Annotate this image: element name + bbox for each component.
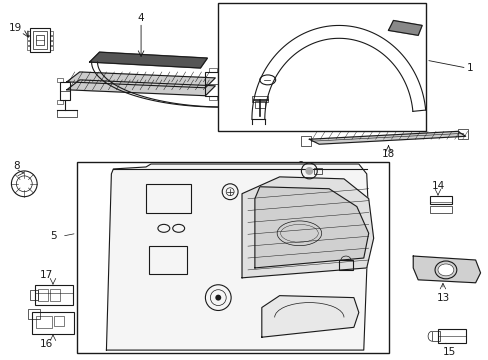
- Text: 4: 4: [138, 13, 144, 23]
- Circle shape: [305, 167, 313, 175]
- Bar: [429, 206, 451, 213]
- Polygon shape: [254, 187, 368, 268]
- Bar: [30, 290, 38, 300]
- Polygon shape: [387, 21, 421, 35]
- Bar: [431, 331, 439, 341]
- Polygon shape: [261, 296, 358, 337]
- Polygon shape: [67, 72, 215, 88]
- Bar: [27, 31, 30, 35]
- Bar: [209, 68, 217, 72]
- Text: 8: 8: [13, 161, 20, 171]
- Bar: [251, 96, 267, 102]
- Polygon shape: [242, 177, 373, 278]
- Bar: [457, 129, 467, 139]
- Text: 9: 9: [297, 161, 304, 171]
- Bar: [27, 41, 30, 45]
- Text: 17: 17: [40, 270, 53, 280]
- Bar: [54, 316, 64, 326]
- Bar: [254, 101, 264, 108]
- Text: 1: 1: [466, 63, 473, 73]
- Text: 2: 2: [375, 96, 382, 105]
- Bar: [28, 310, 40, 319]
- Bar: [57, 78, 63, 82]
- Bar: [149, 246, 186, 274]
- Bar: [77, 162, 387, 353]
- Bar: [50, 31, 53, 35]
- Bar: [429, 196, 451, 204]
- Text: 15: 15: [442, 347, 456, 357]
- Bar: [218, 3, 425, 131]
- Polygon shape: [89, 52, 207, 68]
- Bar: [50, 289, 60, 301]
- Text: 18: 18: [381, 149, 394, 159]
- Bar: [50, 41, 53, 45]
- Text: 19: 19: [9, 23, 22, 33]
- Bar: [27, 46, 30, 50]
- Bar: [30, 28, 50, 52]
- Bar: [60, 82, 70, 100]
- Bar: [32, 312, 74, 334]
- Bar: [38, 289, 48, 301]
- Polygon shape: [412, 256, 480, 283]
- Text: 3: 3: [373, 75, 380, 85]
- Circle shape: [215, 294, 221, 301]
- Bar: [57, 109, 77, 117]
- Bar: [36, 316, 52, 328]
- Bar: [338, 260, 352, 270]
- Bar: [209, 96, 217, 100]
- Text: 7: 7: [219, 169, 225, 179]
- Text: 16: 16: [40, 339, 53, 349]
- Text: 13: 13: [435, 293, 448, 303]
- Text: 11: 11: [356, 255, 369, 265]
- Bar: [57, 100, 63, 104]
- Bar: [146, 184, 190, 213]
- Bar: [301, 136, 311, 146]
- Polygon shape: [106, 164, 368, 350]
- Text: 14: 14: [430, 181, 444, 191]
- Text: 12: 12: [317, 345, 330, 355]
- Bar: [50, 36, 53, 40]
- Bar: [27, 36, 30, 40]
- Text: 6: 6: [215, 315, 221, 325]
- Bar: [33, 31, 47, 49]
- Bar: [437, 329, 465, 343]
- Bar: [35, 285, 73, 305]
- Bar: [314, 168, 322, 174]
- Polygon shape: [67, 80, 215, 96]
- Bar: [205, 72, 221, 96]
- Polygon shape: [309, 131, 465, 144]
- Text: 10: 10: [179, 315, 192, 325]
- Bar: [50, 46, 53, 50]
- Ellipse shape: [437, 264, 453, 276]
- Text: 5: 5: [51, 231, 57, 241]
- Bar: [36, 35, 44, 45]
